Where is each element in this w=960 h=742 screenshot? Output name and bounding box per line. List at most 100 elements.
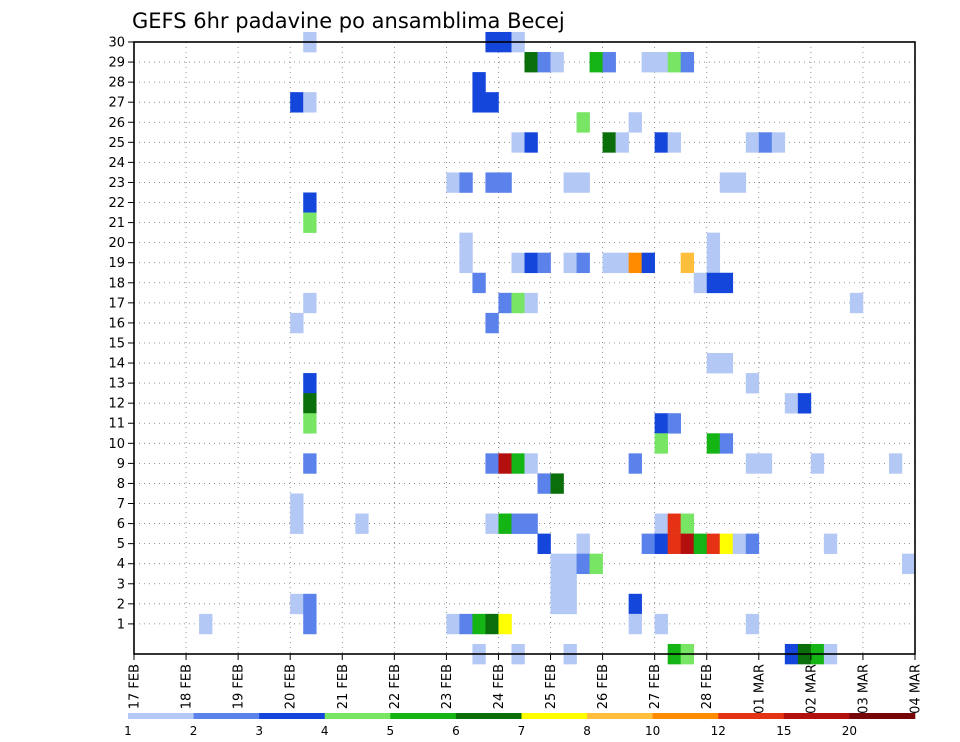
plot-frame [133,41,916,655]
x-tick-label: 21 FEB [336,664,351,709]
heatmap-cell [719,272,734,294]
heatmap-cell [459,232,473,253]
colorbar-label: 6 [452,724,460,738]
heatmap-cell [550,573,564,595]
x-tick-label: 27 FEB [648,664,663,709]
heatmap-cell [654,513,668,534]
colorbar-label: 8 [583,724,591,738]
heatmap-cell [563,252,577,274]
heatmap-cell [732,533,747,554]
heatmap-cell [719,172,734,193]
heatmap-cell [524,292,538,314]
heatmap-cell [745,533,760,554]
heatmap-cell [745,373,760,394]
y-tick-label: 29 [108,56,125,71]
heatmap-cell [654,433,668,454]
heatmap-cell [602,52,616,73]
colorbar-segment [521,713,588,719]
heatmap-cell [823,533,838,554]
heatmap-cell [485,613,499,635]
heatmap-cell [511,453,525,474]
colorbar-label: 5 [387,724,395,738]
colorbar-segment [783,713,850,719]
heatmap-cell [680,513,695,534]
heatmap-cell [485,453,499,474]
heatmap-cell [303,212,317,233]
heatmap-cell [719,433,734,454]
heatmap-cell [290,513,304,534]
heatmap-cell [290,312,304,334]
y-tick-label: 4 [117,557,125,572]
y-tick-label: 26 [108,116,125,131]
x-tick-label: 28 FEB [700,664,715,709]
x-tick-label: 26 FEB [596,664,611,709]
y-tick-label: 17 [108,296,125,311]
heatmap-cell [459,613,473,635]
heatmap-cell [550,553,564,575]
heatmap-cell [667,513,681,534]
colorbar-label: 7 [518,724,526,738]
heatmap-cell [745,453,760,474]
colorbar-segment [455,713,522,719]
y-tick-label: 25 [108,136,125,151]
heatmap-cell [498,172,512,193]
heatmap-cell [498,292,512,314]
heatmap-cell [589,52,603,73]
heatmap-cell [511,252,525,274]
heatmap-cell [511,292,525,314]
heatmap-cell [732,172,747,193]
heatmap-cell [290,493,304,514]
colorbar-segment [849,713,916,719]
heatmap-cell [758,132,773,153]
heatmap-cell [654,413,668,434]
heatmap-cell [537,473,551,494]
y-tick-label: 18 [108,276,125,291]
heatmap-cell [771,132,786,153]
heatmap-cell [524,252,538,274]
heatmap-cell [576,112,590,133]
heatmap-cell [550,593,564,615]
heatmap-cell [303,192,317,213]
y-tick-label: 30 [108,36,125,51]
heatmap-cell [719,533,734,554]
colorbar-legend: 1 2 3 4 5 6 7 8 10 12 15 20 [124,713,916,738]
x-axis: 17 FEB 18 FEB 19 FEB 20 FEB 21 FEB 22 FEB 23 F… [128,654,924,714]
x-tick-label: 01 MAR [752,664,767,714]
heatmap-cell [706,533,721,554]
heatmap-cell [511,132,525,153]
x-tick-label: 20 FEB [284,664,299,709]
heatmap-cell [680,52,695,73]
y-axis: 1234567891011121314151617181920212223242… [108,36,134,632]
heatmap-cell [758,453,773,474]
x-tick-label: 23 FEB [440,664,455,709]
colorbar-label: 1 [124,724,132,738]
y-tick-label: 12 [108,397,125,412]
colorbar-segment [390,713,457,719]
heatmap-cell [303,393,317,414]
y-tick-label: 19 [108,256,125,271]
y-tick-label: 16 [108,316,125,331]
heatmap-cell [563,573,577,595]
heatmap-cell [459,172,473,193]
y-tick-label: 11 [108,417,125,432]
heatmap-cell [524,513,538,534]
heatmap-cell [667,132,681,153]
colorbar-segment [652,713,719,719]
y-tick-label: 9 [117,457,125,472]
heatmap-cell [303,453,317,474]
colorbar-label: 4 [321,724,329,738]
colorbar-segment [324,713,391,719]
heatmap-cell [498,453,512,474]
heatmap-cell [654,533,668,554]
x-tick-label: 19 FEB [232,664,247,709]
heatmap-cell [615,252,629,274]
y-tick-label: 10 [108,437,125,452]
y-tick-label: 5 [117,537,125,552]
colorbar-label: 2 [190,724,198,738]
y-tick-label: 23 [108,176,125,191]
heatmap-cell [706,232,721,253]
colorbar-label: 10 [645,724,660,738]
heatmap-cell [537,533,551,554]
heatmap-cell [576,533,590,554]
